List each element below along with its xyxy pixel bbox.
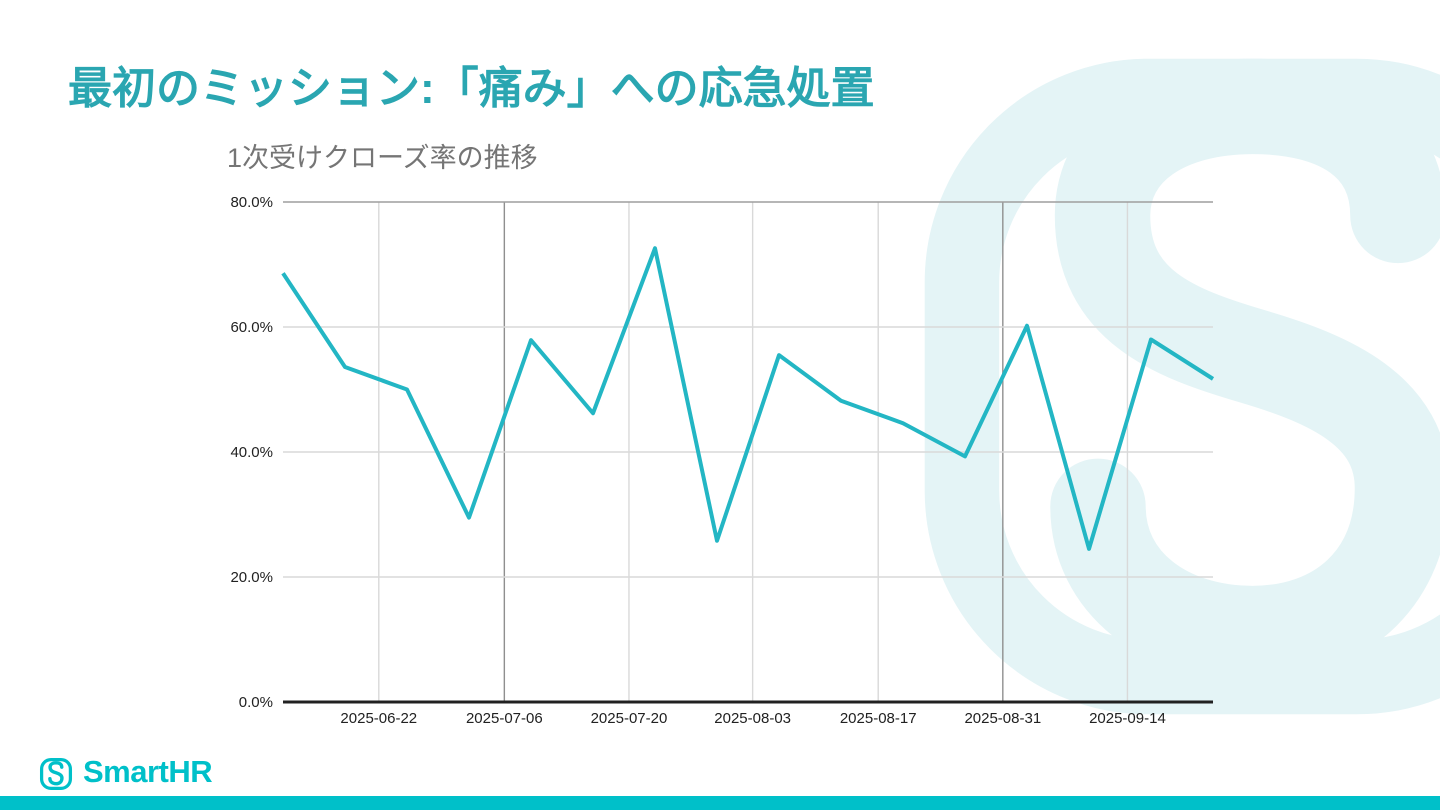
smarthr-wordmark: SmartHR <box>83 754 213 789</box>
x-tick-label: 2025-07-20 <box>591 710 668 727</box>
data-line <box>281 246 1215 551</box>
y-tick-label: 20.0% <box>230 569 273 586</box>
y-tick-label: 40.0% <box>230 444 273 461</box>
x-tick-label: 2025-06-22 <box>340 710 417 727</box>
x-tick-label: 2025-08-03 <box>714 710 791 727</box>
x-tick-label: 2025-08-31 <box>964 710 1041 727</box>
chart-title: 1次受けクローズ率の推移 <box>227 143 538 173</box>
bottom-accent-bar <box>0 796 1440 810</box>
x-tick-label: 2025-07-06 <box>466 710 543 727</box>
y-tick-label: 60.0% <box>230 319 273 336</box>
gridlines <box>283 201 1213 704</box>
y-tick-label: 0.0% <box>239 694 273 711</box>
footer-logo: SmartHR <box>38 754 213 792</box>
axis-labels: 2025-06-22 2025-07-06 2025-07-20 2025-08-03… <box>230 194 1165 727</box>
smarthr-s-icon <box>39 757 73 791</box>
x-tick-label: 2025-08-17 <box>840 710 917 727</box>
line-chart: 2025-06-22 2025-07-06 2025-07-20 2025-08-03… <box>230 194 1215 727</box>
smarthr-s-watermark-icon <box>880 14 1440 759</box>
page-title: 最初のミッション:「痛み」への応急処置 <box>68 64 875 113</box>
x-tick-label: 2025-09-14 <box>1089 710 1166 727</box>
y-tick-label: 80.0% <box>230 194 273 211</box>
